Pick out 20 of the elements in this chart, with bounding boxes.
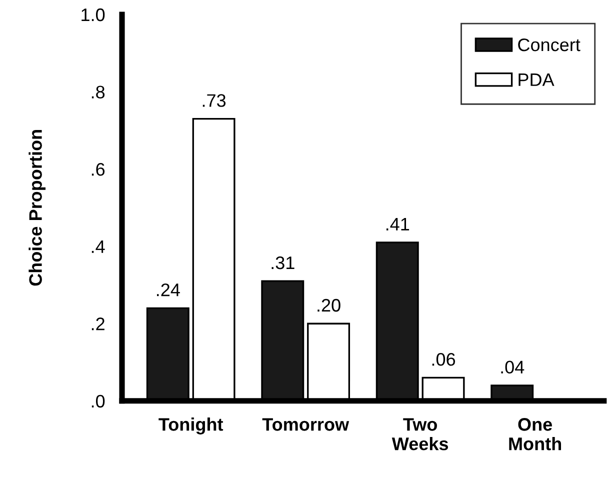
data-label: .20 — [318, 298, 340, 312]
data-label: .73 — [202, 94, 226, 107]
data-label: .41 — [386, 218, 410, 230]
y-axis-title: Choice Proportion — [28, 130, 46, 286]
y-tick-label: .8 — [92, 86, 105, 98]
x-tick-label: Two Weeks — [392, 418, 448, 450]
legend-label: PDA — [518, 74, 554, 86]
data-label: .06 — [432, 353, 456, 366]
data-label: .04 — [501, 360, 524, 374]
y-tick-label: .6 — [92, 162, 105, 176]
y-tick-label: .4 — [92, 240, 105, 253]
x-tick-label: One Month — [509, 418, 562, 450]
y-tick-label: .0 — [92, 394, 105, 408]
data-label: .31 — [272, 256, 294, 270]
y-tick-label: .2 — [92, 318, 104, 330]
x-tick-label: Tomorrow — [262, 418, 350, 431]
y-tick-label: 1.0 — [82, 8, 105, 22]
data-label: .24 — [156, 283, 180, 296]
legend-label: Concert — [518, 38, 580, 52]
x-tick-label: Tonight — [158, 418, 224, 434]
